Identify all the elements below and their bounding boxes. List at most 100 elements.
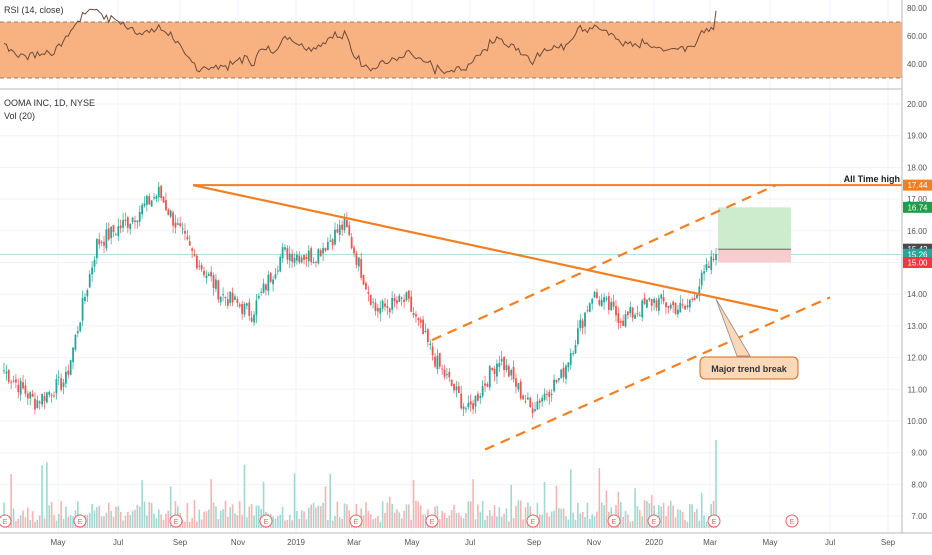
volume-bar — [455, 513, 458, 528]
candle-body — [410, 296, 413, 312]
candle-body — [396, 300, 398, 304]
channel-upper-line — [431, 184, 777, 342]
volume-bar — [115, 506, 117, 528]
volume-bar — [491, 515, 493, 528]
volume-bar — [131, 511, 134, 528]
candle-body — [12, 380, 15, 382]
candle-body — [131, 217, 134, 222]
candle-body — [393, 297, 396, 302]
rsi-pane[interactable]: RSI (14, close) — [0, 5, 902, 79]
volume-bar — [493, 505, 496, 528]
earnings-marker — [73, 514, 87, 528]
volume-bar — [479, 511, 482, 528]
volume-bar — [153, 513, 155, 528]
volume-bar — [441, 510, 443, 528]
candle-body — [36, 400, 39, 409]
candle-body — [65, 371, 67, 384]
candle-body — [291, 253, 294, 262]
candle-body — [481, 386, 484, 397]
candle-body — [615, 306, 617, 316]
candle-body — [155, 196, 158, 200]
volume-bar — [317, 505, 320, 528]
candle-body — [279, 256, 282, 272]
candle-body — [446, 374, 448, 376]
volume-bar — [631, 520, 634, 528]
candle-body — [243, 303, 246, 315]
candle-body — [598, 300, 601, 305]
volume-bar — [105, 512, 108, 528]
candle-body — [176, 223, 179, 225]
candle-body — [86, 290, 89, 297]
volume-bar — [341, 519, 343, 528]
volume-bar — [438, 519, 441, 528]
candle-body — [365, 283, 367, 290]
candle-body — [260, 291, 263, 293]
candle-body — [267, 275, 270, 292]
candle-body — [98, 239, 101, 245]
earnings-marker-label: E — [78, 519, 83, 526]
volume-bar — [34, 521, 36, 528]
candle-body — [210, 271, 213, 277]
candle-body — [174, 222, 177, 228]
volume-bar — [122, 520, 124, 528]
volume-bar — [234, 513, 236, 528]
candle-body — [45, 392, 48, 403]
earnings-marker-label: E — [264, 519, 269, 526]
candle-body — [48, 391, 51, 395]
trend-drawings — [192, 184, 902, 451]
candle-body — [529, 397, 532, 408]
volume-bar — [96, 507, 98, 528]
time-tick-label: Mar — [347, 538, 361, 547]
candle-body — [429, 343, 432, 346]
volume-bar — [553, 510, 555, 528]
volume-bar — [60, 501, 62, 528]
volume-bar — [212, 502, 215, 528]
volume-bar — [169, 486, 172, 528]
candle-body — [276, 270, 279, 272]
candle-body — [422, 319, 425, 334]
volume-bar — [41, 465, 43, 528]
candle-body — [631, 307, 634, 318]
price-tick-label: 19.00 — [907, 132, 928, 141]
candle-body — [212, 275, 215, 289]
candle-body — [360, 259, 363, 278]
volume-bar — [53, 515, 55, 528]
volume-bar — [388, 496, 391, 528]
candle-body — [172, 212, 174, 226]
candle-body — [188, 241, 191, 246]
candle-body — [479, 395, 482, 399]
volume-bar — [555, 485, 558, 528]
candle-body — [72, 347, 74, 363]
candle-body — [531, 408, 534, 414]
volume-bar — [558, 508, 560, 528]
volume-bar — [324, 486, 327, 528]
volume-bar — [669, 500, 672, 528]
price-badge — [903, 257, 932, 268]
volume-bar — [419, 505, 422, 528]
volume-bar — [248, 506, 251, 528]
candle-body — [517, 383, 520, 390]
rsi-tick-label: 80.00 — [907, 4, 928, 13]
volume-bar — [634, 488, 636, 528]
volume-bar — [141, 480, 143, 528]
candle-body — [205, 275, 208, 279]
volume-bar — [10, 474, 12, 528]
volume-bar — [210, 479, 212, 528]
earnings-marker-label: E — [174, 519, 179, 526]
volume-bar — [572, 512, 574, 528]
candle-body — [60, 378, 63, 390]
volume-bar — [412, 480, 415, 528]
candle-body — [193, 253, 196, 256]
volume-bar — [262, 481, 265, 528]
candle-body — [629, 307, 632, 314]
candle-body — [50, 394, 53, 396]
candle-body — [646, 299, 648, 308]
volume-bar — [550, 511, 553, 528]
candle-body — [5, 371, 8, 374]
time-axis[interactable]: May Jul Sep Nov 2019 Mar May Jul Sep Nov 2020 Mar Ma… — [50, 538, 895, 547]
candle-body — [138, 211, 141, 222]
rsi-line — [3, 8, 717, 76]
candle-body — [538, 400, 541, 403]
price-tick-label: 10.00 — [907, 417, 928, 426]
